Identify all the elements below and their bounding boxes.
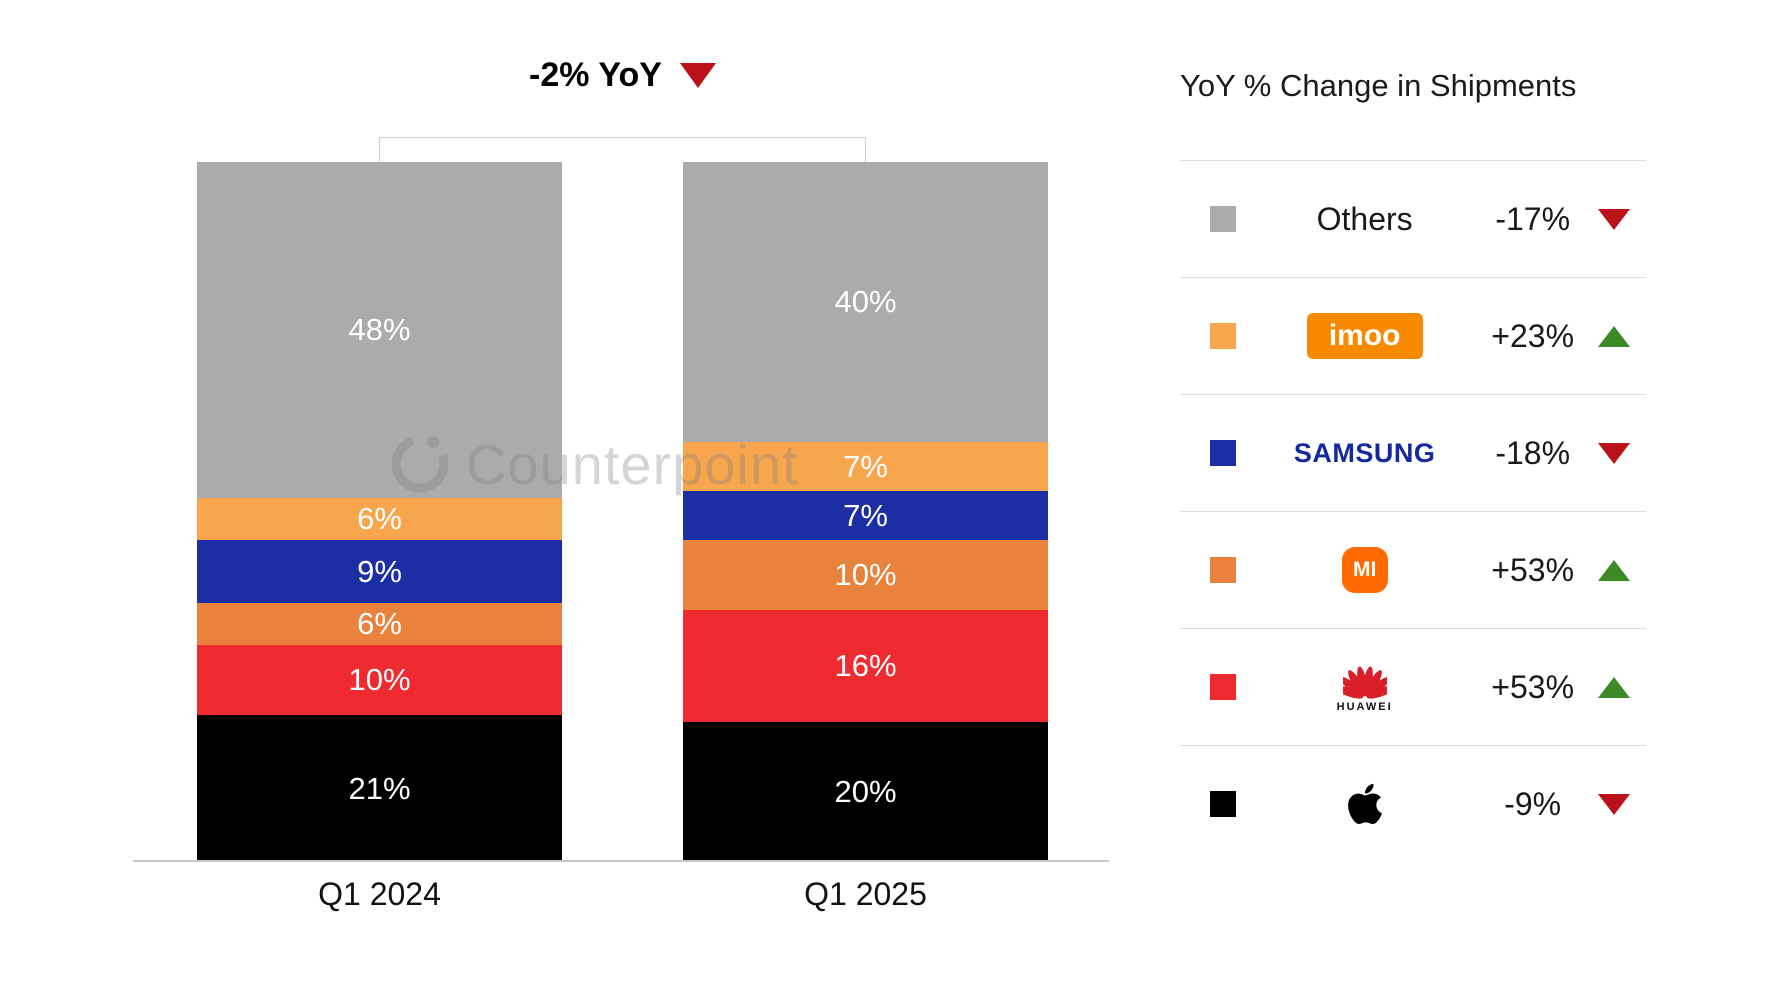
legend-rows: Others -17% imoo +23% SAMSUNG -18% MI +53% HUAWE… [1180, 160, 1646, 862]
legend-change-value: +23% [1491, 317, 1575, 354]
x-axis-label-q1-2025: Q1 2025 [804, 876, 927, 912]
legend-change-value: +53% [1491, 668, 1575, 705]
segment-others: 40% [683, 162, 1048, 442]
bar-q1-2024: 21% 10% 6% 9% 6% 48% [197, 162, 562, 862]
legend-row-apple: -9% [1180, 745, 1646, 862]
legend-change-value: -18% [1495, 434, 1571, 471]
samsung-logo: SAMSUNG [1293, 437, 1436, 468]
legend-row-others: Others -17% [1180, 160, 1646, 277]
xiaomi-logo: MI [1341, 547, 1388, 593]
segment-others: 48% [197, 162, 562, 498]
x-axis-line [133, 860, 1109, 862]
trend-down-icon [1598, 208, 1630, 230]
segment-apple: 20% [683, 722, 1048, 862]
segment-huawei: 10% [197, 645, 562, 715]
legend-change-value: +53% [1491, 551, 1575, 588]
legend-row-huawei: HUAWEI +53% [1180, 628, 1646, 745]
segment-samsung: 7% [683, 491, 1048, 540]
segment-xiaomi: 10% [683, 540, 1048, 610]
legend-swatch [1210, 557, 1236, 583]
trend-up-icon [1598, 676, 1630, 698]
legend-row-imoo: imoo +23% [1180, 277, 1646, 394]
trend-up-icon [1598, 325, 1630, 347]
segment-apple: 21% [197, 715, 562, 862]
legend-logo-cell: HUAWEI [1262, 662, 1467, 713]
segment-imoo: 6% [197, 498, 562, 540]
bracket-line [379, 137, 866, 138]
segment-value-label: 9% [357, 553, 402, 589]
legend-title: YoY % Change in Shipments [1180, 68, 1577, 103]
legend-logo-cell [1262, 781, 1467, 827]
legend-swatch [1210, 206, 1236, 232]
legend-logo-cell: SAMSUNG [1262, 438, 1467, 469]
x-axis-label-q1-2024: Q1 2024 [318, 876, 441, 912]
segment-value-label: 7% [843, 497, 888, 533]
chart-header: -2% YoY [379, 56, 866, 95]
segment-value-label: 20% [834, 774, 897, 809]
legend-row-xiaomi: MI +53% [1180, 511, 1646, 628]
segment-value-label: 7% [843, 448, 888, 484]
trend-up-icon [1598, 559, 1630, 581]
segment-samsung: 9% [197, 540, 562, 603]
segment-value-label: 16% [834, 648, 897, 683]
others-label: Others [1316, 200, 1413, 237]
segment-huawei: 16% [683, 610, 1048, 722]
segment-imoo: 7% [683, 442, 1048, 491]
legend-swatch [1210, 674, 1236, 700]
legend-logo-cell: Others [1262, 201, 1467, 238]
legend-row-samsung: SAMSUNG -18% [1180, 394, 1646, 511]
trend-down-icon [679, 63, 716, 88]
segment-value-label: 6% [357, 606, 402, 641]
segment-value-label: 10% [348, 662, 411, 697]
segment-value-label: 48% [348, 312, 411, 347]
trend-down-icon [1598, 793, 1630, 815]
segment-value-label: 40% [834, 284, 897, 319]
legend-swatch [1210, 440, 1236, 466]
trend-down-icon [1598, 442, 1630, 464]
legend-change-value: -9% [1504, 785, 1562, 822]
huawei-logo: HUAWEI [1337, 662, 1393, 713]
yoy-title: -2% YoY [529, 56, 662, 94]
bracket-line [379, 137, 380, 162]
segment-value-label: 6% [357, 501, 402, 536]
apple-icon [1347, 783, 1382, 825]
bracket-line [865, 137, 866, 162]
bar-q1-2025: 20% 16% 10% 7% 7% 40% [683, 162, 1048, 862]
huawei-wordmark: HUAWEI [1336, 700, 1393, 713]
legend-logo-cell: MI [1262, 547, 1467, 593]
legend-swatch [1210, 323, 1236, 349]
legend-change-value: -17% [1495, 200, 1571, 237]
legend-logo-cell: imoo [1262, 313, 1467, 359]
segment-xiaomi: 6% [197, 603, 562, 645]
apple-logo [1347, 781, 1383, 827]
legend-swatch [1210, 791, 1236, 817]
segment-value-label: 21% [348, 770, 411, 806]
imoo-logo: imoo [1306, 313, 1423, 359]
segment-value-label: 10% [834, 557, 897, 592]
huawei-flower-icon [1342, 665, 1387, 699]
